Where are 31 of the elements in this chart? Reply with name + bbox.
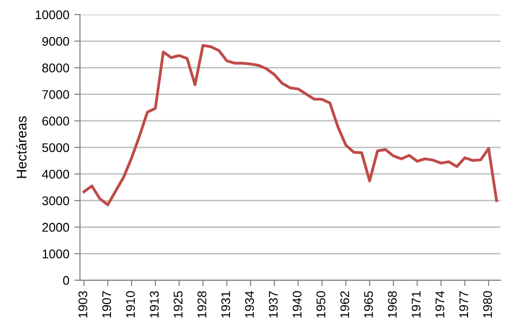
x-tick-label: 1925	[174, 291, 183, 318]
y-tick-label: 1000	[42, 249, 70, 258]
x-tick-label: 1980	[483, 291, 492, 318]
y-axis-title: Hectáreas	[16, 116, 27, 178]
y-tick-label: 4000	[42, 170, 70, 179]
y-tick-label: 0	[63, 276, 70, 285]
x-tick-label: 1937	[268, 291, 278, 318]
x-tick-label: 1931	[221, 291, 230, 318]
x-tick-label: 1977	[459, 291, 468, 318]
x-tick-label: 1962	[340, 291, 350, 318]
x-tick-label: 1928	[197, 291, 206, 318]
x-tick-label: 1965	[364, 291, 373, 318]
y-tick-label: 5000	[42, 143, 70, 152]
x-tick-label: 1950	[316, 291, 326, 318]
y-tick-label: 8000	[42, 64, 70, 72]
y-tick-label: 6000	[42, 116, 70, 126]
line-series	[82, 44, 498, 206]
x-tick-label: 1910	[126, 291, 135, 318]
y-tick-label: 10000	[36, 10, 70, 20]
x-tick-label: 1974	[436, 291, 444, 318]
y-tick-label: 7000	[42, 90, 70, 99]
x-tick-label: 1913	[150, 291, 159, 318]
x-tick-label: 1907	[102, 291, 112, 318]
x-tick-label: 1968	[388, 291, 397, 318]
y-tick-label: 2000	[42, 222, 70, 232]
x-tick-label: 1903	[78, 291, 88, 318]
x-tick-label: 1934	[245, 291, 254, 318]
y-tick-label: 3000	[42, 196, 70, 206]
x-tick-label: 1971	[412, 291, 421, 318]
y-tick-label: 9000	[42, 36, 70, 46]
x-tick-label: 1940	[292, 291, 302, 318]
